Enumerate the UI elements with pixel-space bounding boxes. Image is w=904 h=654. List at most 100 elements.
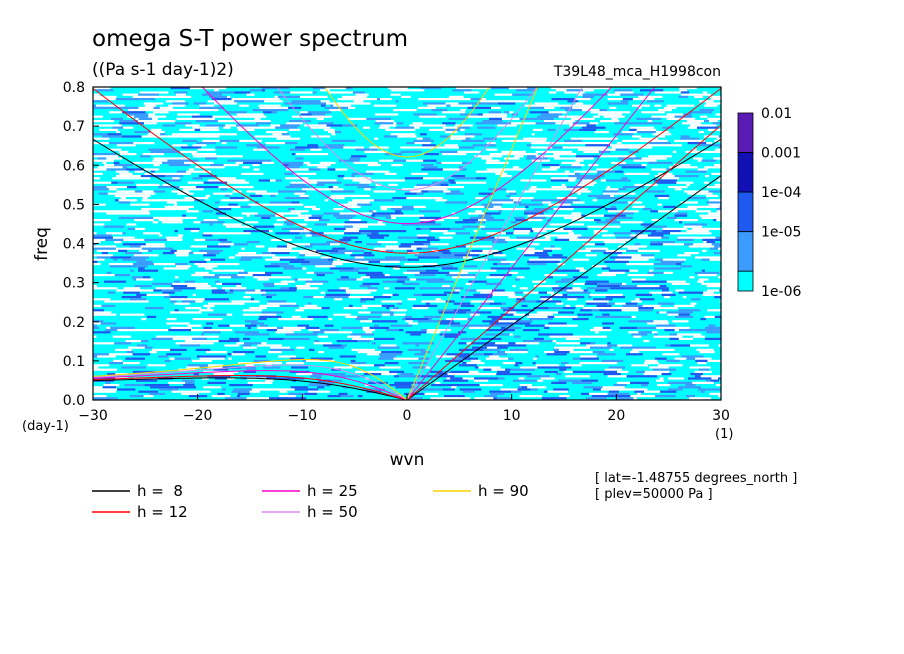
power-cell: [177, 179, 182, 182]
power-cell: [170, 300, 177, 303]
power-cell: [706, 379, 711, 382]
power-cell: [203, 219, 218, 222]
power-cell: [349, 157, 361, 160]
power-cell: [538, 234, 559, 237]
power-cell: [361, 289, 377, 292]
power-cell: [354, 256, 364, 259]
power-cell: [212, 269, 225, 272]
power-cell: [121, 296, 142, 299]
power-cell: [127, 227, 136, 230]
power-cell: [286, 362, 305, 365]
power-cell: [201, 377, 209, 380]
power-cell: [199, 106, 224, 109]
power-cell: [191, 181, 204, 184]
gravity-curve: [276, 87, 538, 191]
power-cell: [285, 142, 298, 145]
power-cell: [708, 324, 716, 327]
power-cell: [458, 348, 484, 351]
power-cell: [609, 106, 617, 109]
power-cell: [683, 225, 703, 228]
power-cell: [425, 287, 439, 290]
power-cell: [192, 318, 206, 321]
power-cell: [701, 282, 721, 285]
power-cell: [414, 353, 426, 356]
power-cell: [540, 113, 562, 116]
power-cell: [709, 95, 716, 98]
power-cell: [439, 124, 446, 127]
power-cell: [552, 340, 557, 343]
power-cell: [193, 373, 199, 376]
power-cell: [632, 98, 655, 101]
power-cell: [607, 210, 629, 213]
power-cell: [656, 311, 660, 314]
power-cell: [718, 388, 721, 391]
power-cell: [496, 291, 515, 294]
power-cell: [228, 256, 235, 259]
power-cell: [205, 124, 226, 127]
power-cell: [379, 355, 396, 358]
power-cell: [237, 274, 253, 277]
power-cell: [338, 392, 348, 395]
power-cell: [484, 333, 495, 336]
power-cell: [203, 181, 228, 184]
power-cell: [246, 159, 272, 162]
power-cell: [680, 91, 690, 94]
power-cell: [331, 368, 341, 371]
power-cell: [420, 221, 436, 224]
power-cell: [585, 214, 604, 217]
gravity-curve: [201, 87, 613, 225]
power-cell: [281, 203, 304, 206]
power-cell: [161, 289, 183, 292]
power-cell: [383, 135, 398, 138]
power-cell: [197, 265, 218, 268]
power-cell: [672, 320, 689, 323]
power-cell: [450, 135, 475, 138]
power-cell: [526, 315, 548, 318]
x-tick-label: −30: [78, 408, 108, 424]
power-cell: [602, 293, 611, 296]
power-cell: [704, 190, 709, 193]
power-cell: [528, 243, 540, 246]
power-cell: [274, 95, 278, 98]
power-cell: [205, 157, 212, 160]
power-cell: [566, 291, 591, 294]
power-cell: [118, 199, 138, 202]
power-cell: [471, 342, 489, 345]
power-cell: [93, 322, 101, 325]
power-cell: [425, 269, 439, 272]
power-cell: [554, 199, 563, 202]
power-cell: [372, 212, 390, 215]
power-cell: [428, 318, 432, 321]
power-cell: [374, 137, 379, 140]
power-cell: [375, 214, 391, 217]
power-cell: [541, 397, 567, 400]
power-cell: [226, 179, 246, 182]
power-cell: [590, 346, 612, 349]
power-cell: [149, 351, 157, 354]
power-cell: [245, 291, 266, 294]
power-cell: [156, 335, 174, 338]
power-cell: [429, 128, 446, 131]
power-cell: [435, 298, 442, 301]
power-cell: [192, 126, 206, 129]
power-cell: [106, 157, 123, 160]
power-cell: [497, 351, 506, 354]
power-cell: [307, 315, 328, 318]
power-cell: [141, 208, 165, 211]
power-cell: [371, 214, 376, 217]
power-cell: [598, 87, 611, 90]
power-cell: [643, 373, 662, 376]
power-cell: [170, 296, 188, 299]
power-cell: [258, 104, 281, 107]
power-cell: [261, 293, 268, 296]
power-cell: [580, 357, 599, 360]
power-cell: [176, 117, 194, 120]
power-cell: [260, 289, 286, 292]
power-cell: [330, 194, 351, 197]
power-cell: [355, 177, 371, 180]
power-cell: [127, 186, 137, 189]
power-cell: [653, 348, 675, 351]
power-cell: [514, 364, 519, 367]
power-cell: [381, 351, 403, 354]
